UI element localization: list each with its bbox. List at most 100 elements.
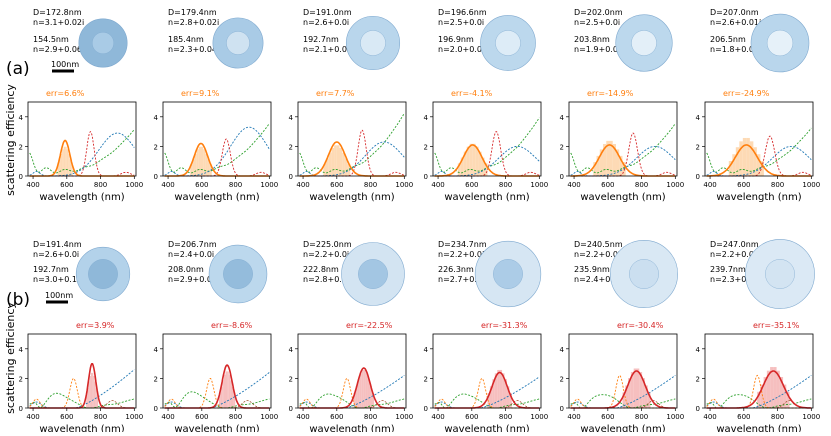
histogram-bar bbox=[506, 386, 510, 408]
y-tick-label: 2 bbox=[560, 143, 564, 151]
chart-a-1: err=6.6% 400 600 800 1000 0 2 4 wavelength (nm) bbox=[19, 89, 144, 203]
histogram-bar bbox=[96, 394, 99, 408]
histogram-bar bbox=[59, 159, 61, 176]
histogram-bar bbox=[203, 149, 206, 176]
chart-error-label: err=3.9% bbox=[76, 321, 115, 330]
histogram-bar bbox=[484, 163, 488, 176]
x-tick-label: 600 bbox=[60, 181, 73, 189]
histogram-bar bbox=[71, 164, 73, 176]
series-orange-dotted bbox=[434, 377, 540, 409]
chart-b-2: err=-8.6% 400 600 800 1000 0 2 4 wavelength (nm) bbox=[154, 321, 279, 435]
chart-b-1: err=3.9% 400 600 800 1000 0 2 4 wavelength (nm) bbox=[19, 321, 144, 435]
series-main-solid bbox=[299, 367, 405, 409]
histogram-bar bbox=[353, 392, 356, 408]
histogram-bar bbox=[786, 391, 790, 408]
particle-core-diameter-label: 192.7nm bbox=[33, 265, 69, 274]
x-tick-label: 400 bbox=[703, 413, 716, 421]
histogram-bar bbox=[196, 149, 199, 176]
particle-core bbox=[493, 259, 523, 289]
histogram-bar bbox=[502, 373, 505, 408]
histogram-bar bbox=[342, 152, 345, 176]
particle-core-diameter-label: 208.0nm bbox=[168, 265, 204, 274]
x-axis-label: wavelength (nm) bbox=[309, 424, 394, 432]
x-tick-label: 400 bbox=[26, 181, 39, 189]
x-tick-label: 400 bbox=[26, 413, 39, 421]
x-tick-label: 800 bbox=[364, 181, 377, 189]
axes-frame bbox=[27, 333, 137, 409]
histogram-bar bbox=[509, 392, 512, 408]
histogram-bar bbox=[57, 164, 60, 176]
y-tick-label: 4 bbox=[424, 346, 429, 354]
y-tick-label: 4 bbox=[424, 114, 429, 122]
particle-core-index: n=2.4+0.01i bbox=[574, 275, 625, 284]
chart-b-3: err=-22.5% 400 600 800 1000 0 2 4 wavelength (nm… bbox=[289, 321, 414, 435]
chart-error-label: err=-24.9% bbox=[723, 89, 770, 98]
x-tick-label: 800 bbox=[229, 181, 242, 189]
x-axis-label: wavelength (nm) bbox=[580, 192, 665, 203]
x-tick-label: 400 bbox=[703, 181, 716, 189]
chart-error-label: err=-35.1% bbox=[753, 321, 800, 330]
histogram-bar bbox=[323, 163, 327, 176]
series-blue-dotted bbox=[299, 375, 405, 409]
particle-diameter-label: D=172.8nm bbox=[33, 8, 82, 17]
axes-frame bbox=[297, 333, 407, 409]
series-green-dotted bbox=[164, 391, 270, 409]
particle-shell-index: n=2.2+0.0i bbox=[574, 250, 620, 259]
histogram-bar bbox=[773, 367, 777, 408]
x-tick-label: 800 bbox=[771, 181, 784, 189]
histogram-bar bbox=[231, 387, 234, 408]
histogram-bar bbox=[599, 149, 604, 176]
histogram-bar bbox=[760, 384, 764, 408]
y-tick-label: 4 bbox=[696, 114, 701, 122]
histogram-bar bbox=[749, 141, 754, 176]
particle-core bbox=[223, 259, 253, 289]
series-red-dotted bbox=[29, 130, 135, 177]
particle-core-index: n=2.0+0.02i bbox=[438, 45, 489, 54]
histogram-bar bbox=[227, 371, 229, 408]
x-tick-label: 800 bbox=[94, 413, 107, 421]
histogram-bar bbox=[62, 149, 64, 176]
histogram-bar bbox=[466, 146, 470, 176]
particle-shell-index: n=2.6+0.0i bbox=[303, 18, 349, 27]
histogram-bar bbox=[633, 368, 637, 408]
histogram-bar bbox=[609, 140, 613, 176]
chart-b-5: err=-30.4% 400 600 800 1000 0 2 4 wavelength (nm… bbox=[560, 321, 685, 435]
histogram-bar bbox=[481, 157, 485, 176]
histogram-bar bbox=[770, 367, 774, 408]
x-tick-label: 1000 bbox=[260, 413, 278, 421]
series-orange-dotted bbox=[299, 377, 405, 409]
histogram-bar bbox=[86, 394, 88, 408]
histogram-bar bbox=[779, 376, 784, 408]
axes-frame bbox=[162, 101, 272, 177]
histogram-bar bbox=[365, 373, 368, 408]
histogram-bar bbox=[225, 371, 228, 408]
particle-shell-index: n=3.1+0.02i bbox=[33, 18, 84, 27]
histogram-bar bbox=[639, 372, 643, 408]
y-tick-label: 4 bbox=[560, 346, 565, 354]
series-blue-dotted bbox=[29, 369, 135, 409]
histogram-bar bbox=[200, 146, 204, 176]
chart-error-label: err=9.1% bbox=[181, 89, 220, 98]
y-tick-label: 4 bbox=[560, 114, 565, 122]
particle-core-index: n=2.9+0.06i bbox=[33, 45, 84, 54]
histogram-bar bbox=[472, 143, 476, 176]
y-tick-label: 0 bbox=[289, 405, 293, 413]
histogram-bar bbox=[603, 144, 607, 176]
histogram-bar bbox=[612, 144, 616, 176]
y-tick-label: 0 bbox=[289, 173, 293, 181]
series-blue-dotted bbox=[570, 145, 676, 177]
histogram-bar bbox=[207, 159, 210, 176]
series-blue-dotted bbox=[570, 375, 676, 409]
y-tick-label: 2 bbox=[560, 375, 564, 383]
histogram-bar bbox=[90, 372, 93, 408]
series-main-solid bbox=[434, 371, 540, 409]
y-tick-label: 4 bbox=[154, 346, 159, 354]
x-axis-label: wavelength (nm) bbox=[174, 424, 259, 432]
particle-core bbox=[629, 259, 659, 289]
series-green-dotted bbox=[29, 129, 135, 174]
x-tick-label: 800 bbox=[364, 413, 377, 421]
x-tick-label: 800 bbox=[94, 181, 107, 189]
